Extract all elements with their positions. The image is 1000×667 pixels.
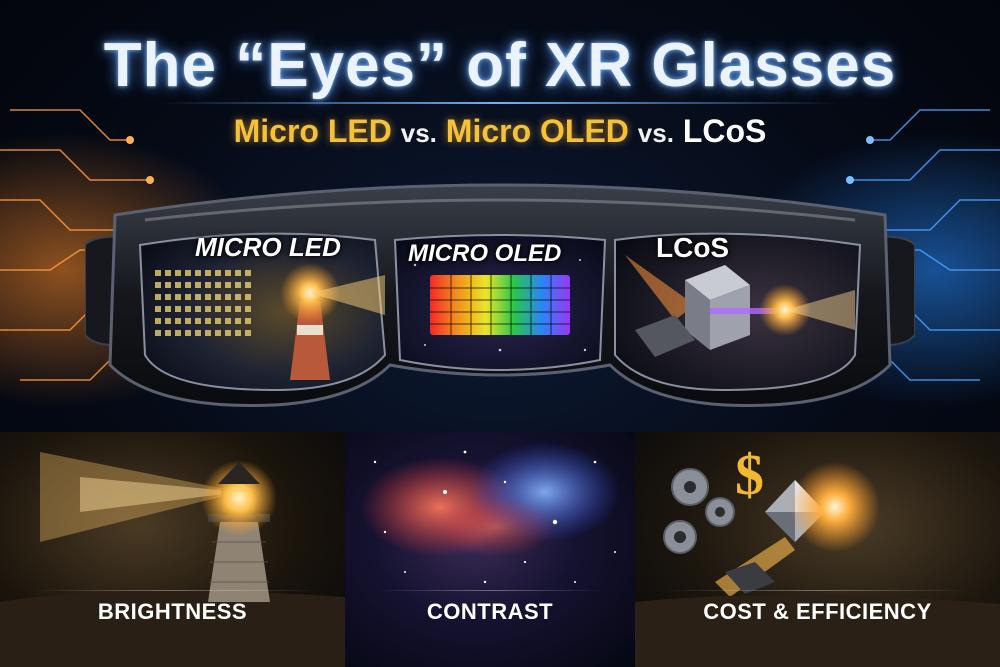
lens-label-micro-oled: MICRO OLED xyxy=(408,240,562,267)
cost-efficiency-panel: $ COST & EFFICIENCY xyxy=(635,432,1000,667)
lens-label-lcos: LCoS xyxy=(656,232,730,263)
xr-glasses-icon xyxy=(85,183,915,407)
caption-divider xyxy=(375,590,605,591)
dollar-icon: $ xyxy=(735,442,764,507)
caption-brightness: BRIGHTNESS xyxy=(97,599,248,624)
galaxy-icon xyxy=(360,442,620,584)
title-divider xyxy=(160,102,840,104)
brightness-panel: BRIGHTNESS xyxy=(0,432,345,667)
caption-divider xyxy=(665,590,970,591)
lens-label-micro-led: MICRO LED xyxy=(195,232,341,262)
page-subtitle: Micro LED vs. Micro OLED vs. LCoS xyxy=(0,113,1000,150)
subtitle-micro-oled: Micro OLED xyxy=(445,113,629,149)
page-title: The “Eyes” of XR Glasses xyxy=(103,31,897,100)
gears-dollar-prism-icon: $ xyxy=(635,442,1000,667)
caption-cost-efficiency: COST & EFFICIENCY xyxy=(703,599,932,624)
subtitle-lcos: LCoS xyxy=(682,113,767,149)
subtitle-vs-2: vs. xyxy=(637,118,674,148)
caption-divider xyxy=(30,590,315,591)
contrast-panel: CONTRAST xyxy=(345,432,635,667)
lighthouse-icon xyxy=(0,452,345,667)
subtitle-micro-led: Micro LED xyxy=(233,113,392,149)
caption-contrast: CONTRAST xyxy=(426,599,554,624)
subtitle-vs-1: vs. xyxy=(400,118,437,148)
